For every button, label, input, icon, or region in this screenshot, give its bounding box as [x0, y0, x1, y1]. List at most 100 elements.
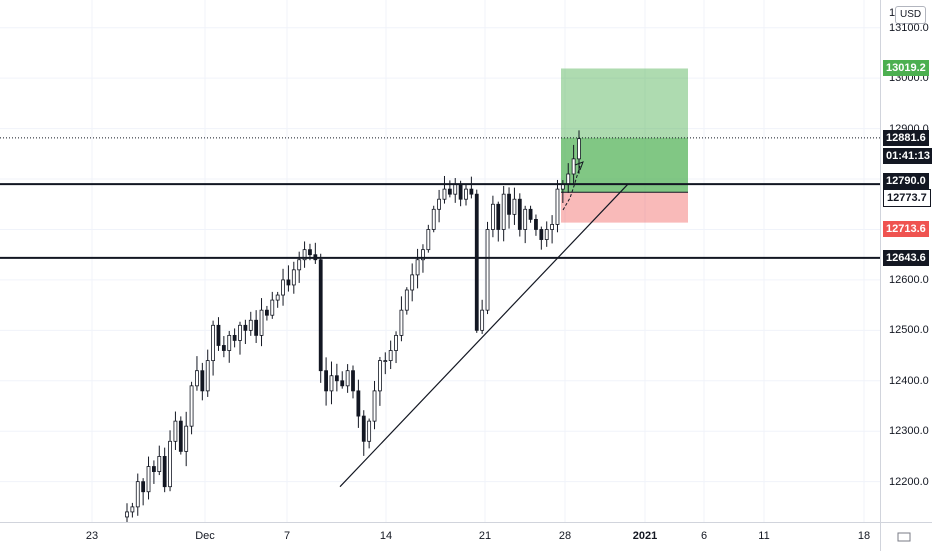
candle-body [378, 360, 382, 392]
price-tag-countdown: 01:41:13 [883, 147, 932, 164]
candle-body [195, 370, 199, 387]
time-tick-label: 28 [558, 530, 572, 542]
candle-body [141, 481, 146, 493]
axis-corner[interactable] [880, 522, 932, 551]
candle-body [464, 188, 468, 200]
candle-body [157, 456, 162, 472]
price-tick-label: 13100.0 [889, 21, 929, 34]
candle-body [162, 456, 167, 488]
candle-body [238, 324, 242, 341]
price-tag-stop: 12713.6 [883, 220, 929, 237]
candle-body [442, 188, 447, 200]
candle-body [227, 334, 232, 351]
candle-body [135, 481, 140, 508]
price-tick-label: 12200.0 [889, 475, 929, 488]
time-tick-label: 7 [283, 530, 291, 542]
currency-badge[interactable]: USD [895, 6, 927, 24]
candle-body [415, 259, 420, 276]
price-tag-last: 12881.6 [883, 129, 929, 146]
candle-body [130, 506, 135, 513]
candle-body [458, 183, 463, 200]
candle-body [297, 259, 302, 271]
candle-body [125, 511, 129, 518]
candle-body [512, 198, 517, 215]
candle-body [356, 390, 361, 417]
candle-body [265, 309, 269, 316]
candle-body [221, 345, 226, 351]
candle-body [152, 466, 156, 472]
price-tick-label: 12300.0 [889, 425, 929, 438]
time-tick-label: 21 [478, 530, 492, 542]
candle-body [394, 334, 398, 351]
target-zone [561, 68, 688, 193]
candle-body [469, 188, 474, 195]
candle-body [404, 289, 409, 311]
candle-body [539, 229, 544, 240]
time-axis[interactable]: 23 Dec 7 14 21 28 2021 6 11 18 [0, 522, 880, 551]
chart-area[interactable] [0, 0, 880, 522]
candle-body [275, 294, 280, 301]
candle-body [232, 334, 237, 341]
candle-body [453, 183, 458, 195]
candle-body [517, 198, 522, 230]
candle-body [168, 440, 172, 488]
candle-body [480, 309, 485, 331]
trend-line [339, 183, 629, 488]
candle-body [496, 203, 501, 230]
candle-body [270, 299, 275, 316]
candle-body [200, 370, 205, 392]
candle-body [491, 203, 495, 230]
price-tag-target: 13019.2 [883, 60, 929, 77]
candle-body [178, 420, 183, 452]
time-tick-label: 14 [379, 530, 393, 542]
candle-body [485, 229, 490, 311]
candle-body [447, 188, 452, 195]
time-tick-label: Dec [195, 530, 215, 542]
candle-body [205, 360, 210, 392]
candle-body [254, 319, 259, 336]
projection-arrow-icon [574, 161, 584, 171]
price-tick-partial: 1 [889, 7, 896, 19]
candle-body [566, 173, 571, 185]
candle-body [329, 375, 334, 392]
candle-body [501, 193, 506, 230]
candle-body [318, 259, 323, 372]
time-tick-label: 11 [758, 530, 770, 542]
settings-icon[interactable] [897, 531, 911, 543]
candle-body [474, 193, 479, 331]
candle-body [259, 309, 264, 336]
price-axis[interactable]: 1 USD 13100.013000.012900.012800.012700.… [880, 0, 932, 522]
candle-body [388, 350, 393, 362]
candle-body [550, 224, 554, 230]
time-tick-label: 18 [857, 530, 871, 542]
candle-body [184, 425, 189, 452]
candle-body [351, 370, 355, 392]
candle-body [577, 138, 581, 160]
time-tick-label: 2021 [632, 530, 658, 542]
candle-body [146, 466, 151, 493]
time-tick-label: 6 [700, 530, 708, 542]
price-tick-label: 12400.0 [889, 374, 929, 387]
candle-body [211, 324, 215, 362]
candle-body [383, 360, 388, 363]
candle-body [302, 249, 307, 261]
price-tick-label: 12600.0 [889, 273, 929, 286]
candle-body [324, 370, 328, 392]
candle-body [334, 375, 339, 382]
candle-body [523, 208, 528, 230]
time-tick-label: 23 [85, 530, 99, 542]
candle-body [528, 208, 533, 220]
candle-body [308, 249, 312, 256]
candle-body [507, 193, 511, 215]
price-tick-label: 12500.0 [889, 324, 929, 337]
candle-body [421, 249, 425, 261]
candle-body [216, 324, 221, 346]
candle-body [345, 370, 350, 387]
candle-body [281, 279, 285, 296]
candle-body [399, 309, 404, 336]
candle-body [173, 420, 178, 442]
price-chart[interactable] [0, 0, 880, 522]
price-tag-entry: 12773.7 [883, 189, 931, 208]
candle-body [361, 415, 366, 442]
price-tag-level-upper: 12790.0 [883, 173, 929, 190]
